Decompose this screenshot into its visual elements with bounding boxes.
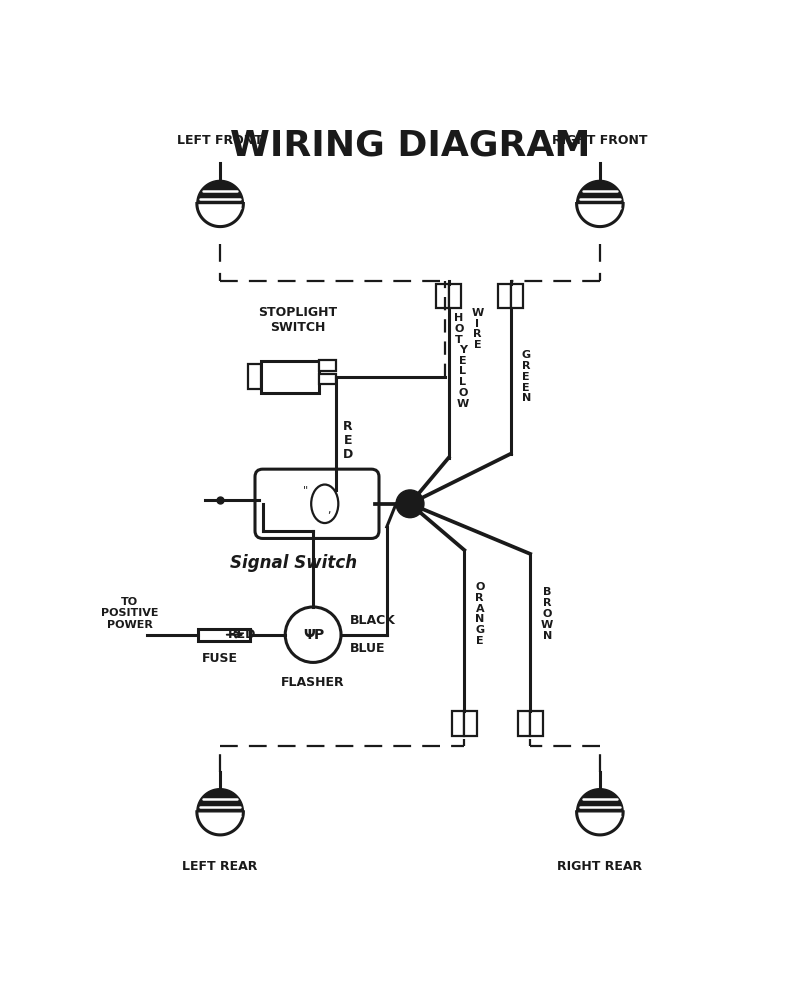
Polygon shape (577, 180, 623, 204)
Text: WIRING DIAGRAM: WIRING DIAGRAM (230, 129, 590, 162)
Text: RED: RED (228, 629, 256, 642)
FancyBboxPatch shape (198, 629, 250, 641)
FancyBboxPatch shape (319, 359, 336, 370)
Text: Signal Switch: Signal Switch (230, 553, 358, 572)
Text: Y
E
L
L
O
W: Y E L L O W (457, 345, 469, 409)
Text: Ψ: Ψ (303, 628, 315, 642)
FancyBboxPatch shape (510, 283, 523, 308)
Text: FLASHER: FLASHER (282, 676, 345, 689)
Ellipse shape (311, 484, 338, 523)
Text: RIGHT FRONT: RIGHT FRONT (552, 134, 648, 147)
Text: STOPLIGHT
SWITCH: STOPLIGHT SWITCH (258, 306, 337, 335)
FancyBboxPatch shape (518, 711, 530, 736)
Polygon shape (197, 789, 243, 812)
FancyBboxPatch shape (436, 283, 449, 308)
Text: ": " (302, 485, 308, 495)
FancyBboxPatch shape (452, 711, 464, 736)
Text: BLUE: BLUE (350, 643, 386, 655)
Text: W
I
R
E: W I R E (471, 308, 483, 350)
Text: O
R
A
N
G
E: O R A N G E (475, 582, 485, 645)
Polygon shape (577, 789, 623, 812)
Text: TO
POSITIVE
POWER: TO POSITIVE POWER (101, 597, 158, 630)
Text: H
O
T: H O T (454, 313, 463, 345)
Circle shape (396, 490, 424, 518)
Text: BLACK: BLACK (350, 615, 396, 628)
FancyBboxPatch shape (498, 283, 510, 308)
FancyBboxPatch shape (449, 283, 461, 308)
FancyBboxPatch shape (261, 360, 319, 393)
FancyBboxPatch shape (530, 711, 542, 736)
Text: ,: , (327, 505, 330, 515)
FancyBboxPatch shape (464, 711, 477, 736)
Text: P: P (314, 628, 325, 642)
Text: FUSE: FUSE (202, 651, 238, 664)
Text: LEFT FRONT: LEFT FRONT (178, 134, 263, 147)
Text: R
E
D: R E D (343, 420, 353, 461)
Text: G
R
E
E
N: G R E E N (522, 350, 531, 403)
Text: RIGHT REAR: RIGHT REAR (558, 859, 642, 872)
Polygon shape (197, 180, 243, 204)
FancyBboxPatch shape (255, 469, 379, 539)
Text: B
R
O
W
N: B R O W N (541, 587, 554, 641)
FancyBboxPatch shape (249, 364, 261, 389)
Text: LEFT REAR: LEFT REAR (182, 859, 258, 872)
FancyBboxPatch shape (319, 373, 336, 384)
